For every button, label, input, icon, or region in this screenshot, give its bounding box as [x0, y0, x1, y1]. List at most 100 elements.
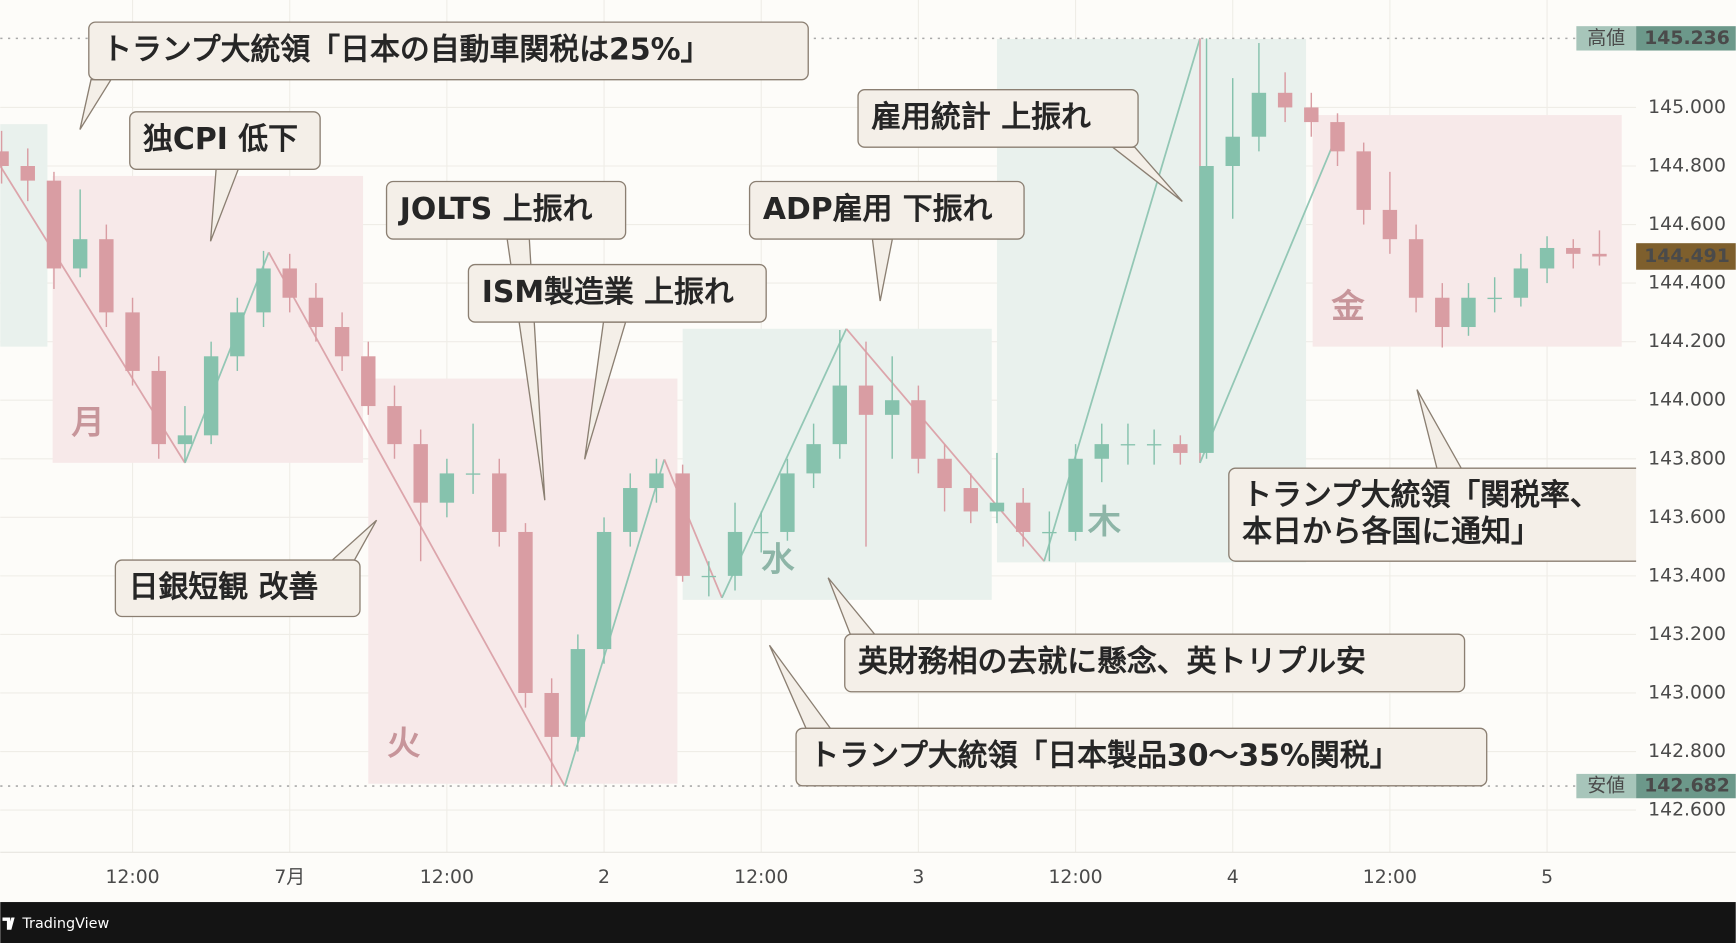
zigzag-segment — [721, 328, 848, 599]
candle-body — [0, 151, 9, 166]
candle-body — [596, 531, 612, 650]
candle-body — [1225, 136, 1240, 166]
annotation: 英財務相の去就に懸念、英トリプル安 — [827, 577, 1466, 693]
annotation-text: トランプ大統領「日本製品30～35%関税」 — [809, 739, 1399, 774]
candle-body — [1566, 247, 1581, 254]
x-tick-label: 4 — [1227, 867, 1239, 888]
brand-logo — [2, 917, 15, 930]
candle-body — [177, 435, 193, 445]
marker-value: 142.682 — [1644, 776, 1730, 797]
x-tick-label: 12:00 — [1363, 867, 1417, 888]
y-tick-label: 143.000 — [1648, 682, 1726, 703]
candle-body — [1435, 297, 1450, 328]
annotation-text: 独CPI 低下 — [143, 122, 298, 157]
x-tick-label: 12:00 — [105, 867, 159, 888]
candle-body — [1277, 92, 1293, 108]
zigzag-segment — [1199, 130, 1340, 464]
marker-value-bg — [1636, 26, 1736, 51]
x-tick-label: 12:00 — [420, 867, 474, 888]
candle-body — [780, 473, 795, 532]
annotation-text: 雇用統計 上振れ — [871, 100, 1091, 135]
candle-body — [989, 502, 1005, 512]
candle-body — [46, 180, 62, 269]
brand-name: TradingView — [21, 916, 109, 932]
candle-body — [649, 473, 664, 489]
candle-body — [413, 444, 428, 503]
candle-body — [1042, 531, 1057, 534]
candle-body — [544, 692, 559, 737]
annotation: トランプ大統領「関税率、本日から各国に通知」 — [1228, 389, 1651, 562]
annotation-text: ADP雇用 下振れ — [763, 192, 993, 227]
x-tick-label: 12:00 — [734, 867, 788, 888]
candle-body — [72, 239, 88, 269]
annotation: トランプ大統領「日本製品30～35%関税」 — [768, 644, 1488, 787]
y-tick-label: 143.200 — [1648, 624, 1726, 645]
candle-body — [675, 473, 690, 576]
candle-body — [1068, 458, 1083, 532]
annotation: 独CPI 低下 — [129, 111, 321, 242]
y-tick-label: 143.400 — [1648, 565, 1726, 586]
day-label: 火 — [387, 723, 421, 762]
candle-body — [387, 406, 402, 445]
marker-value-bg — [1636, 773, 1736, 799]
candle-body — [99, 239, 114, 313]
candle-body — [832, 385, 848, 445]
candle-body — [623, 488, 638, 532]
annotation-box — [88, 21, 809, 81]
candle-body — [492, 473, 507, 532]
price-axis — [1636, 0, 1736, 903]
x-tick-label: 12:00 — [1048, 867, 1102, 888]
last-price-bg — [1636, 243, 1736, 270]
candle-body — [1146, 444, 1162, 446]
annotation: 日銀短観 改善 — [114, 519, 378, 618]
y-tick-label: 144.800 — [1648, 155, 1726, 176]
candle-body — [1382, 209, 1398, 240]
candle-body — [1513, 268, 1529, 298]
zigzag-segment — [184, 252, 270, 464]
annotation-box — [844, 633, 1466, 693]
annotation-text: JOLTS 上振れ — [398, 192, 593, 227]
candle-body — [361, 356, 376, 407]
candle-body — [727, 531, 743, 576]
y-tick-label: 143.800 — [1648, 448, 1726, 469]
marker-label-bg — [1576, 773, 1637, 799]
x-tick-label: 3 — [912, 867, 924, 888]
annotation: ADP雇用 下振れ — [748, 180, 1025, 302]
marker-label-bg — [1576, 26, 1637, 51]
candle-body — [1356, 151, 1371, 210]
candle-body — [1539, 247, 1555, 269]
candle-body — [570, 649, 586, 737]
zigzag-segment — [267, 251, 566, 787]
y-tick-label: 143.600 — [1648, 507, 1726, 528]
candle-body — [256, 268, 271, 313]
day-label: 月 — [71, 403, 104, 442]
candle-body — [1120, 444, 1136, 446]
marker-value: 145.236 — [1644, 28, 1730, 49]
candle-body — [1094, 444, 1109, 459]
candle-body — [1330, 122, 1345, 152]
candle-body — [884, 400, 900, 415]
candle-body — [937, 458, 952, 489]
candle-body — [282, 268, 297, 298]
x-tick-label: 7月 — [274, 867, 305, 888]
candle-body — [20, 165, 35, 181]
candle-body — [1592, 253, 1607, 257]
candle-body — [308, 297, 324, 328]
candle-body — [1173, 444, 1188, 453]
annotation: ISM製造業 上振れ — [467, 263, 767, 460]
annotation-text: 本日から各国に通知」 — [1242, 514, 1541, 549]
annotation-text: トランプ大統領「日本の自動車関税は25%」 — [102, 32, 710, 67]
y-tick-label: 144.600 — [1648, 214, 1726, 235]
y-tick-label: 144.400 — [1648, 273, 1726, 294]
y-tick-label: 142.800 — [1648, 741, 1726, 762]
day-label: 金 — [1330, 286, 1365, 325]
candle-body — [151, 370, 166, 445]
candle-body — [1461, 297, 1476, 328]
candle-body — [1199, 165, 1214, 453]
x-tick-label: 2 — [598, 867, 610, 888]
y-tick-label: 144.000 — [1648, 390, 1726, 411]
day-label: 木 — [1087, 502, 1122, 541]
zigzag-segment — [663, 459, 723, 599]
